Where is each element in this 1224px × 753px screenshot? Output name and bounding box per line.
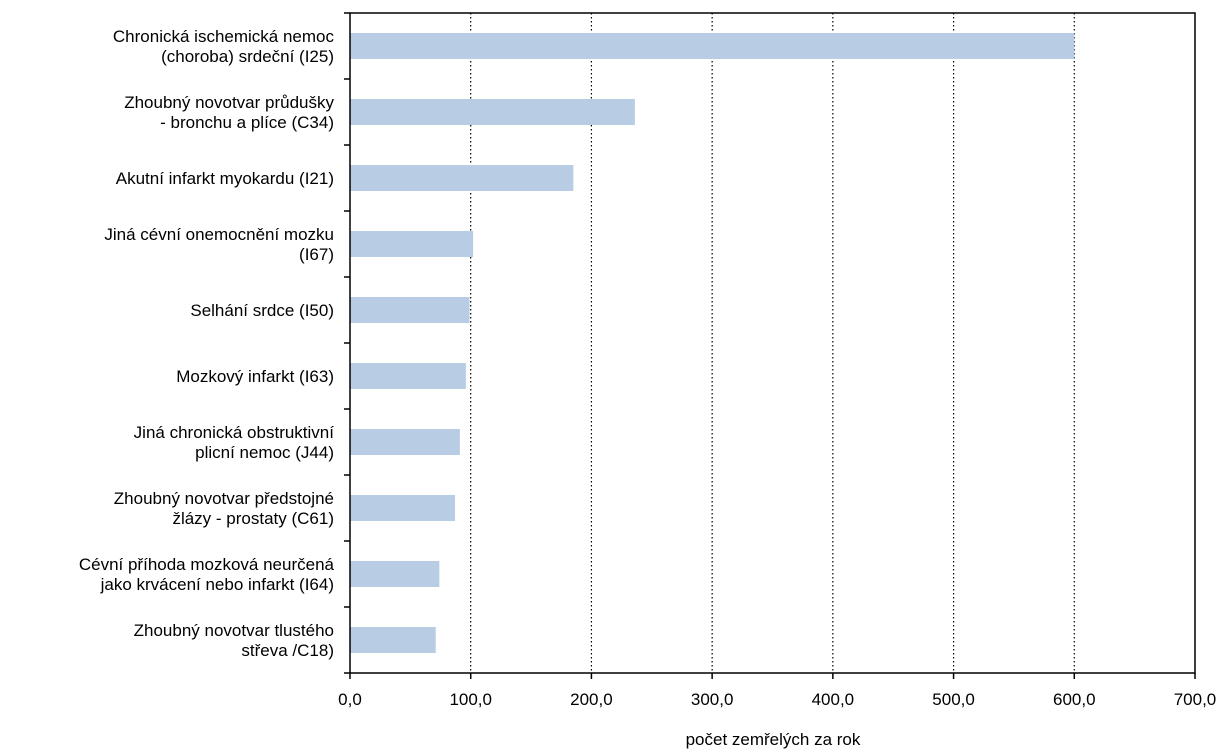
bars <box>350 33 1075 653</box>
category-label-line: Akutní infarkt myokardu (I21) <box>116 169 334 188</box>
x-axis-title: počet zemřelých za rok <box>686 730 861 749</box>
category-label: Selhání srdce (I50) <box>190 301 334 320</box>
category-label-line: Chronická ischemická nemoc <box>113 27 335 46</box>
bar <box>350 165 574 191</box>
x-tick-label: 0,0 <box>338 690 362 709</box>
category-label: Chronická ischemická nemoc (choroba) srde… <box>113 27 335 66</box>
category-label: Jiná chronická obstruktivní plicní nemoc … <box>134 423 335 462</box>
category-label: Akutní infarkt myokardu (I21) <box>116 169 334 188</box>
category-label-line: Jiná chronická obstruktivní <box>134 423 335 442</box>
bar <box>350 363 466 389</box>
x-tick-label: 200,0 <box>570 690 613 709</box>
x-tick-label: 400,0 <box>812 690 855 709</box>
category-label-line: Selhání srdce (I50) <box>190 301 334 320</box>
category-label-line: Zhoubný novotvar průdušky <box>124 93 334 112</box>
bar <box>350 33 1075 59</box>
bar <box>350 297 470 323</box>
category-label-line: Mozkový infarkt (I63) <box>176 367 334 386</box>
category-label: Zhoubný novotvar tlustého střeva /C18) <box>134 621 334 660</box>
category-label: Jiná cévní onemocnění mozku (I67) <box>104 225 334 264</box>
category-label-line: střeva /C18) <box>241 641 334 660</box>
category-labels: Chronická ischemická nemoc (choroba) srde… <box>79 27 335 660</box>
category-label-line: Cévní příhoda mozková neurčená <box>79 555 335 574</box>
x-tick-label: 100,0 <box>449 690 492 709</box>
bar <box>350 429 460 455</box>
category-label-line: Zhoubný novotvar předstojné <box>114 489 334 508</box>
category-label-line: Jiná cévní onemocnění mozku <box>104 225 334 244</box>
category-label: Zhoubný novotvar předstojné žlázy - prost… <box>114 489 334 528</box>
category-label-line: (choroba) srdeční (I25) <box>161 47 334 66</box>
bar <box>350 561 440 587</box>
x-tick-labels: 0,0 100,0 200,0 300,0 400,0 500,0 600,0 700,0 <box>338 690 1216 709</box>
category-label-line: plicní nemoc (J44) <box>195 443 334 462</box>
x-tick-label: 700,0 <box>1174 690 1217 709</box>
category-label: Cévní příhoda mozková neurčená jako krvác… <box>79 555 335 594</box>
bar <box>350 99 635 125</box>
category-label-line: jako krvácení nebo infarkt (I64) <box>100 575 334 594</box>
axes <box>344 12 1196 679</box>
bar <box>350 627 436 653</box>
category-label-line: - bronchu a plíce (C34) <box>160 113 334 132</box>
category-label-line: žlázy - prostaty (C61) <box>172 509 334 528</box>
x-tick-label: 600,0 <box>1053 690 1096 709</box>
category-label: Zhoubný novotvar průdušky - bronchu a plí… <box>124 93 334 132</box>
x-tick-label: 500,0 <box>932 690 975 709</box>
category-label-line: (I67) <box>299 245 334 264</box>
category-label-line: Zhoubný novotvar tlustého <box>134 621 334 640</box>
x-tick-label: 300,0 <box>691 690 734 709</box>
bar <box>350 231 474 257</box>
category-label: Mozkový infarkt (I63) <box>176 367 334 386</box>
bar <box>350 495 456 521</box>
